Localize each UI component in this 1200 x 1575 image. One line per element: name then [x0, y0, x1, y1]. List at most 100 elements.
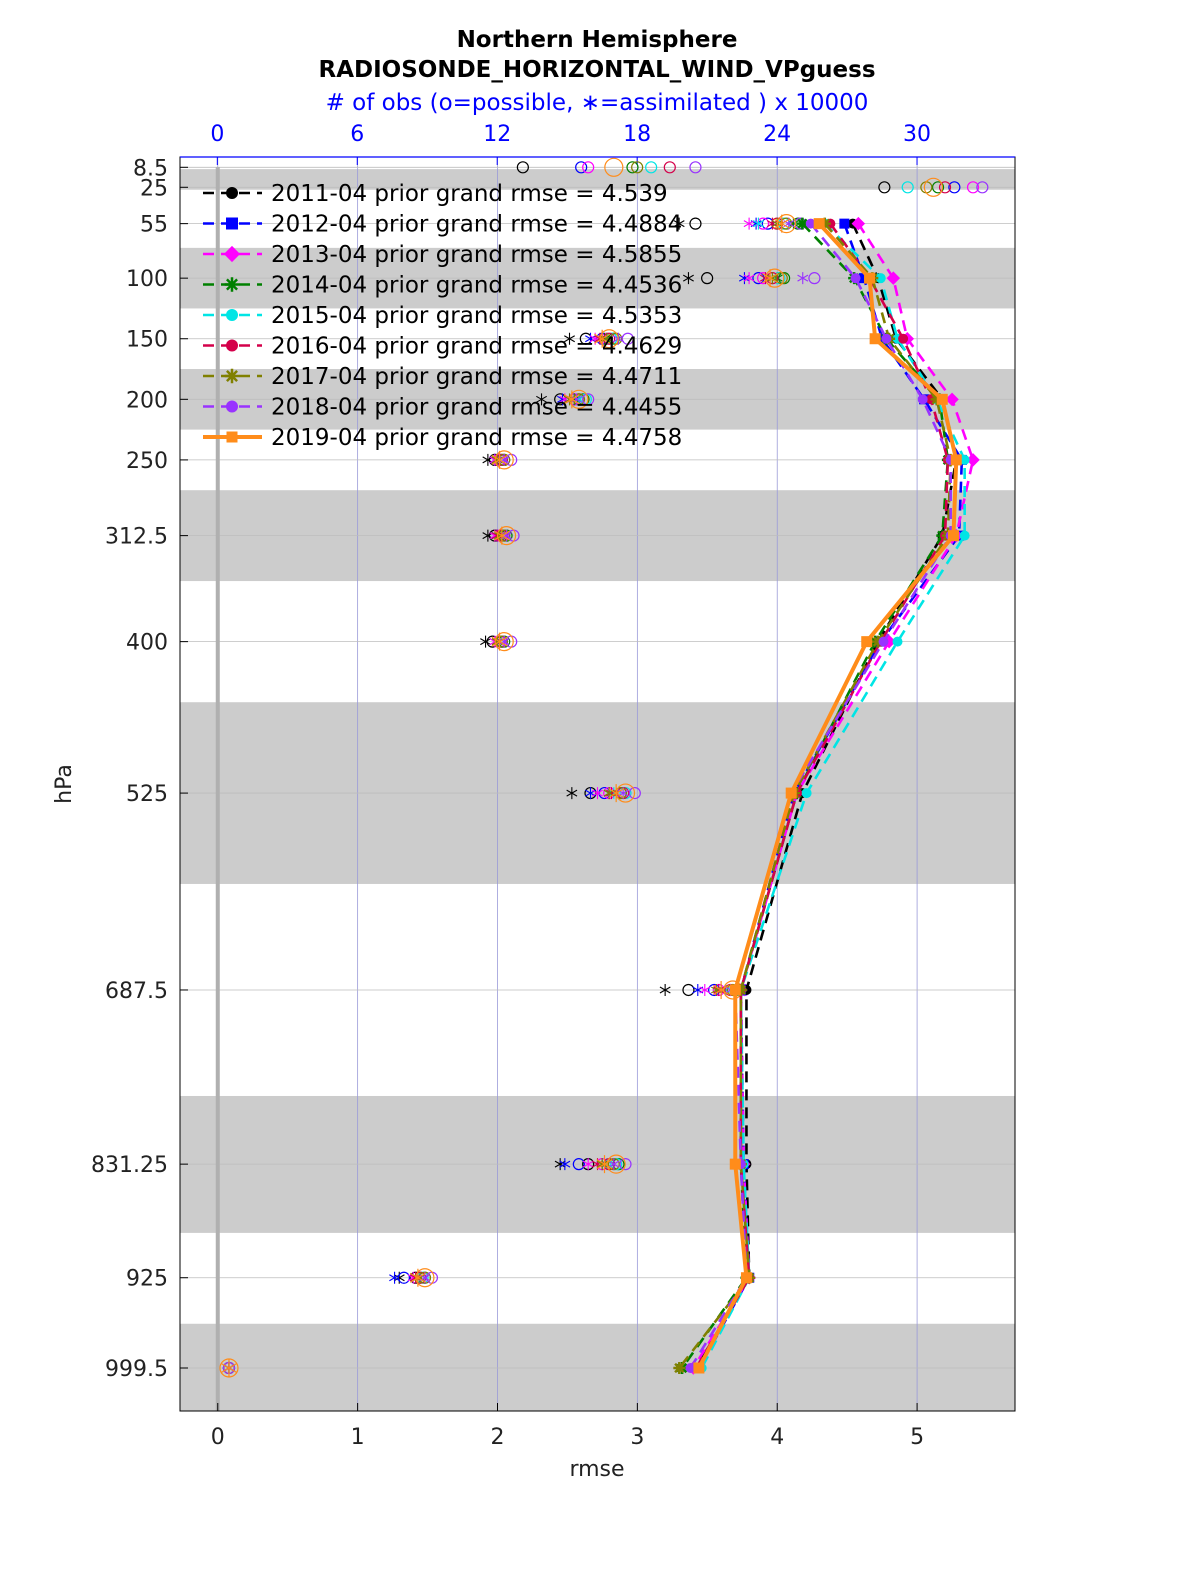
- obs-assimilated-7-5: [571, 393, 582, 406]
- legend-marker-6: [224, 368, 240, 384]
- obs-possible-7-1: [976, 181, 989, 194]
- left-axis-ticks: 8.525 55 100 150 200 250 312.5 400 525 687.5 831.2…: [91, 156, 188, 1382]
- obs-assimilated-0-3: [682, 272, 694, 285]
- obs-possible-8-5: [569, 389, 589, 409]
- obs-assimilated-0-11: [554, 1158, 566, 1171]
- obs-assimilated-7-3: [797, 272, 809, 285]
- series-line-7: [689, 222, 952, 1369]
- obs-assimilated-7-7: [501, 529, 513, 542]
- obs-possible-7-4: [621, 332, 634, 345]
- legend-marker-5: [226, 339, 238, 352]
- series-point-1-1: [858, 273, 869, 284]
- legend-entry-3: 2014-04 prior grand rmse = 4.4536: [271, 273, 682, 299]
- obs-possible-8-1: [923, 177, 943, 197]
- x-tick-label-2: 2: [490, 1425, 504, 1450]
- obs-possible-7-5: [582, 393, 595, 406]
- rmse-series-lines: [673, 216, 980, 1375]
- series-point-1-0: [839, 218, 850, 229]
- obs-assimilated-0-2: [673, 217, 685, 230]
- obs-assimilated-8-9: [608, 784, 625, 803]
- obs-assimilated-2-11: [582, 1158, 594, 1171]
- legend: 2011-04 prior grand rmse = 4.539 2012-04 …: [203, 181, 682, 451]
- legend-entry-0: 2011-04 prior grand rmse = 4.539: [271, 181, 668, 207]
- obs-assimilated-2-9: [592, 787, 603, 800]
- y-tick-label-11: 831.25: [91, 1153, 168, 1178]
- obs-possible-8-6: [494, 450, 514, 470]
- chart-subtitle: RADIOSONDE_HORIZONTAL_WIND_VPguess: [318, 57, 875, 83]
- series-point-8-0: [813, 218, 825, 230]
- series-point-8-5: [947, 530, 959, 542]
- obs-assimilated-8-3: [762, 269, 779, 288]
- legend-marker-0: [226, 187, 238, 199]
- obs-possible-6-0: [631, 161, 644, 174]
- series-point-8-4: [950, 454, 962, 466]
- series-point-6-8: [734, 983, 747, 996]
- obs-assimilated-8-8: [491, 632, 508, 651]
- obs-possible-6-5: [572, 393, 585, 406]
- top-tick-label-0: 0: [210, 122, 224, 147]
- obs-assimilated-4-2: [752, 217, 764, 230]
- series-point-6-11: [673, 1361, 686, 1374]
- legend-marker-7: [226, 400, 238, 413]
- obs-possible-1-3: [752, 272, 765, 285]
- obs-possible-4-0: [645, 161, 658, 174]
- obs-assimilated-3-4: [599, 332, 610, 345]
- legend-entry-7: 2018-04 prior grand rmse = 4.4455: [271, 395, 682, 421]
- top-tick-label-24: 24: [763, 122, 791, 147]
- obs-assimilated-0-12: [393, 1271, 405, 1284]
- top-axis-ticks: 0 6 12 18 24 30: [210, 122, 931, 165]
- series-point-4-1: [875, 273, 886, 284]
- obs-possible-8-12: [415, 1268, 435, 1288]
- legend-marker-4: [226, 309, 238, 321]
- legend-marker-3: [224, 277, 240, 292]
- obs-possible-2-0: [582, 161, 595, 174]
- obs-assimilated-8-6: [491, 450, 508, 469]
- x-axis-label: rmse: [569, 1457, 624, 1482]
- obs-assimilated-6-12: [414, 1271, 426, 1284]
- y-tick-label-3: 100: [126, 267, 168, 292]
- series-point-8-6: [861, 636, 873, 648]
- obs-assimilated-3-2: [787, 217, 799, 230]
- obs-assimilated-8-13: [220, 1358, 238, 1377]
- series-point-8-10: [740, 1272, 752, 1284]
- legend-entry-2: 2013-04 prior grand rmse = 4.5855: [271, 242, 682, 268]
- x-tick-label-0: 0: [211, 1425, 225, 1450]
- chart-title: Northern Hemisphere: [457, 27, 738, 53]
- obs-possible-2-3: [757, 272, 770, 285]
- series-point-8-2: [869, 333, 881, 345]
- legend-entry-4: 2015-04 prior grand rmse = 4.5353: [271, 303, 682, 329]
- obs-possible-2-1: [966, 181, 980, 194]
- obs-possible-1-1: [948, 181, 961, 194]
- x-tick-label-3: 3: [630, 1425, 644, 1450]
- legend-entry-6: 2017-04 prior grand rmse = 4.4711: [271, 364, 682, 390]
- obs-assimilated-6-4: [601, 332, 613, 345]
- obs-assimilated-2-10: [699, 983, 711, 996]
- obs-assimilated-0-8: [480, 635, 492, 648]
- obs-possible-8-11: [606, 1154, 626, 1174]
- obs-possible-8-3: [765, 268, 785, 288]
- series-point-8-9: [729, 1158, 741, 1170]
- top-axis-label: # of obs (o=possible, ∗=assimilated ) x …: [326, 90, 869, 116]
- obs-assimilated-5-9: [606, 787, 617, 800]
- obs-possible-0-0: [516, 161, 529, 174]
- series-line-2: [692, 222, 975, 1369]
- series-point-4-6: [892, 636, 903, 647]
- obs-assimilated-2-2: [743, 217, 755, 230]
- series-point-4-7: [801, 788, 812, 799]
- obs-assimilated-0-10: [659, 983, 671, 996]
- obs-possible-8-4: [599, 329, 619, 349]
- obs-possible-5-0: [663, 161, 676, 174]
- obs-possible-0-2: [689, 217, 702, 230]
- obs-possible-1-12: [397, 1271, 411, 1284]
- obs-assimilated-2-3: [743, 272, 755, 285]
- obs-assimilated-5-10: [713, 983, 725, 996]
- obs-possible-1-0: [575, 161, 588, 174]
- obs-possible-5-4: [603, 332, 616, 345]
- obs-possible-7-3: [808, 272, 821, 285]
- obs-assimilated-6-10: [710, 983, 722, 996]
- legend-marker-1: [226, 217, 238, 230]
- y-tick-label-4: 150: [126, 328, 168, 353]
- obs-possible-7-0: [689, 161, 702, 174]
- bottom-axis-ticks: 0 1 2 3 4 5: [211, 1403, 924, 1450]
- obs-assimilated-8-5: [563, 390, 580, 409]
